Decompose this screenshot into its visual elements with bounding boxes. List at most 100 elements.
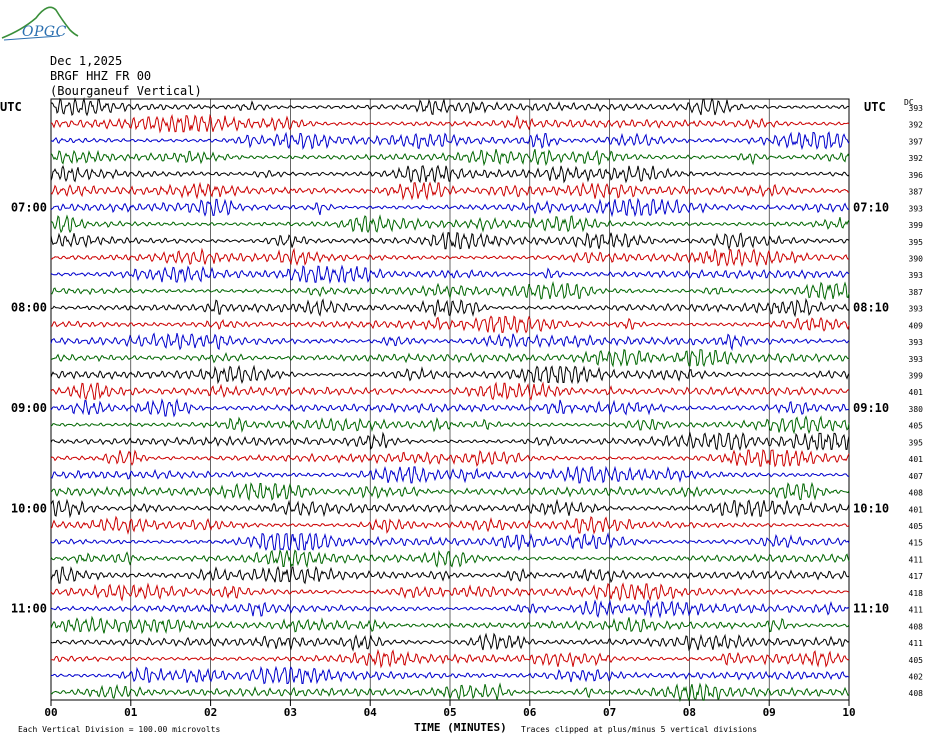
x-tick-label: 09 xyxy=(763,706,776,719)
chart-station: BRGF HHZ FR 00 xyxy=(50,69,152,83)
seismic-trace xyxy=(50,582,850,602)
dc-offset-label: 405 xyxy=(909,422,924,431)
dc-offset-label: 411 xyxy=(909,606,924,615)
seismic-trace xyxy=(50,113,850,134)
dc-offset-label: 409 xyxy=(909,321,924,330)
right-time-label: 07:10 xyxy=(853,200,889,214)
right-time-label: 08:10 xyxy=(853,301,889,315)
seismic-trace xyxy=(50,149,850,167)
dc-offset-label: 401 xyxy=(909,455,924,464)
x-tick-label: 02 xyxy=(204,706,217,719)
seismic-trace xyxy=(50,131,850,151)
dc-offset-label: 401 xyxy=(909,388,924,397)
dc-offset-label: 408 xyxy=(909,622,924,631)
dc-offset-label: 399 xyxy=(909,372,924,381)
seismic-trace xyxy=(50,648,850,669)
dc-offset-label: 405 xyxy=(909,522,924,531)
seismic-trace xyxy=(50,381,850,401)
seismic-trace xyxy=(50,498,850,519)
dc-offset-label: 387 xyxy=(909,288,924,297)
seismic-trace xyxy=(50,465,850,484)
seismic-trace xyxy=(50,349,850,368)
dc-offset-label: 405 xyxy=(909,656,924,665)
seismic-trace xyxy=(50,449,850,468)
chart-date: Dec 1,2025 xyxy=(50,54,123,68)
left-time-label: 08:00 xyxy=(11,301,47,315)
dc-offset-label: 393 xyxy=(909,204,924,213)
seismic-trace xyxy=(50,247,850,268)
seismic-trace xyxy=(50,632,850,652)
seismic-trace xyxy=(50,481,850,502)
dc-offset-label: 393 xyxy=(909,338,924,347)
right-time-label: 11:10 xyxy=(853,602,889,616)
left-time-label: 09:00 xyxy=(11,401,47,415)
opgc-logo: OPGC xyxy=(0,0,80,48)
x-tick-label: 10 xyxy=(842,706,855,719)
x-tick-label: 00 xyxy=(44,706,57,719)
seismic-trace xyxy=(50,532,850,552)
dc-offset-label: 397 xyxy=(909,137,924,146)
seismic-trace xyxy=(50,364,850,385)
dc-offset-label: 380 xyxy=(909,405,924,414)
dc-offset-label: 393 xyxy=(909,104,924,113)
x-tick-label: 07 xyxy=(603,706,616,719)
seismic-trace xyxy=(50,297,850,318)
seismic-trace xyxy=(50,665,850,685)
x-tick-label: 05 xyxy=(443,706,456,719)
left-time-label: 07:00 xyxy=(11,200,47,214)
dc-offset-label: 392 xyxy=(909,121,924,130)
seismic-trace xyxy=(50,332,850,351)
seismic-trace xyxy=(50,431,850,452)
seismic-trace xyxy=(50,264,850,285)
seismic-trace xyxy=(50,415,850,435)
dc-offset-label: 393 xyxy=(909,305,924,314)
seismic-trace xyxy=(50,164,850,184)
dc-offset-label: 395 xyxy=(909,238,924,247)
dc-offset-label: 401 xyxy=(909,505,924,514)
seismic-trace xyxy=(50,197,850,218)
dc-offset-label: 408 xyxy=(909,689,924,698)
logo-mark xyxy=(1,6,79,41)
dc-offset-label: 407 xyxy=(909,472,924,481)
left-time-label: 11:00 xyxy=(11,602,47,616)
seismic-trace xyxy=(50,231,850,251)
dc-offset-label: 417 xyxy=(909,572,924,581)
seismic-trace xyxy=(50,682,850,703)
x-tick-label: 04 xyxy=(364,706,378,719)
x-tick-label: 03 xyxy=(284,706,297,719)
right-time-label: 10:10 xyxy=(853,501,889,515)
dc-offset-label: 393 xyxy=(909,355,924,364)
seismic-trace xyxy=(50,181,850,201)
seismic-trace xyxy=(50,214,850,234)
dc-offset-label: 395 xyxy=(909,438,924,447)
right-axis-title: UTC xyxy=(864,100,886,114)
x-axis-label: TIME (MINUTES) xyxy=(414,721,507,734)
seismic-trace xyxy=(50,548,850,569)
dc-offset-label: 411 xyxy=(909,639,924,648)
dc-offset-label: 402 xyxy=(909,672,924,681)
seismic-trace xyxy=(50,615,850,635)
seismic-trace xyxy=(50,398,850,418)
left-axis-title: UTC xyxy=(0,100,22,114)
dc-offset-label: 393 xyxy=(909,271,924,280)
x-tick-label: 08 xyxy=(683,706,696,719)
seismic-trace xyxy=(50,599,850,619)
dc-offset-label: 396 xyxy=(909,171,924,180)
dc-offset-label: 415 xyxy=(909,539,924,548)
seismic-trace xyxy=(50,281,850,301)
amplitude-scale-note: Each Vertical Division = 100.00 microvol… xyxy=(18,725,221,734)
left-time-label: 10:00 xyxy=(11,501,47,515)
logo-text: OPGC xyxy=(22,24,67,40)
dc-offset-label: 411 xyxy=(909,555,924,564)
dc-offset-label: 390 xyxy=(909,254,924,263)
x-tick-label: 01 xyxy=(124,706,138,719)
seismic-trace xyxy=(50,515,850,535)
seismic-trace xyxy=(50,97,850,117)
right-time-label: 09:10 xyxy=(853,401,889,415)
seismic-trace xyxy=(50,315,850,334)
dc-offset-label: 408 xyxy=(909,489,924,498)
dc-offset-label: 387 xyxy=(909,188,924,197)
clipping-note: Traces clipped at plus/minus 5 vertical … xyxy=(521,725,758,734)
dc-offset-label: 392 xyxy=(909,154,924,163)
